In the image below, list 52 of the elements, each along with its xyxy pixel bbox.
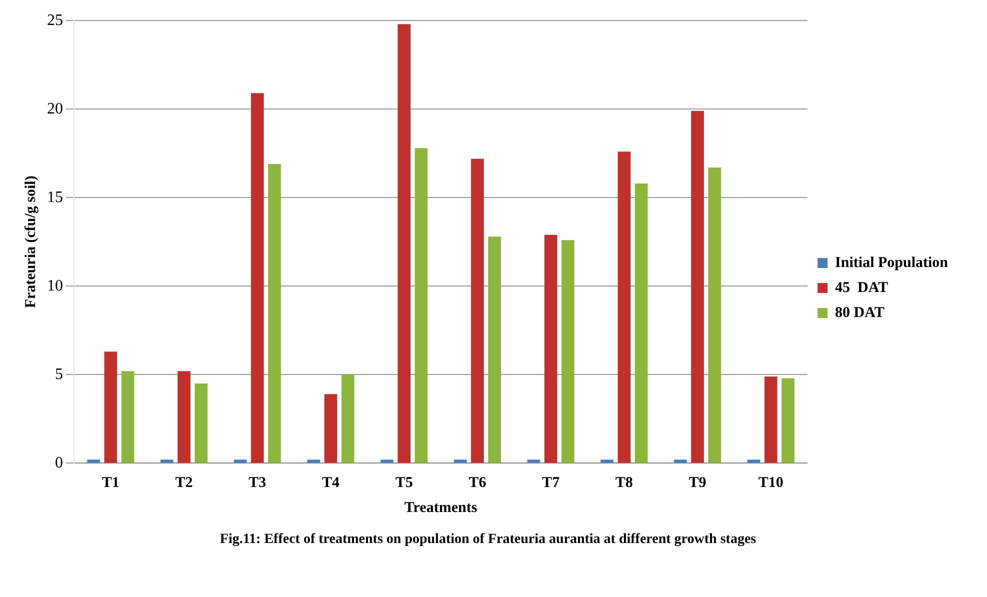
y-tick-label: 0 <box>55 454 63 472</box>
x-tick-label: T4 <box>322 475 340 492</box>
y-tick-label: 25 <box>47 12 63 29</box>
bar <box>600 460 614 463</box>
bar <box>454 460 467 463</box>
bar <box>160 460 174 463</box>
y-tick-label: 15 <box>47 188 63 206</box>
bar <box>250 93 264 463</box>
x-tick-label: T8 <box>615 475 633 492</box>
x-tick-label: T10 <box>758 475 784 492</box>
x-tick-label: T1 <box>102 475 120 492</box>
bar <box>782 378 794 463</box>
bar <box>527 460 540 463</box>
bar <box>691 110 704 463</box>
bar <box>194 384 208 463</box>
bar <box>87 460 100 463</box>
bar <box>634 183 648 463</box>
x-tick-label: T3 <box>248 475 266 492</box>
text: Fig.11: Effect of treatments on population of Frateuria aurantia at different growth stages <box>220 532 757 548</box>
bar <box>747 460 760 463</box>
bar <box>764 376 778 463</box>
legend-label: 80 DAT <box>835 304 884 321</box>
bar <box>307 460 320 463</box>
y-tick-label: 5 <box>55 366 63 383</box>
x-tick-label: T9 <box>688 475 706 492</box>
bar <box>398 24 411 463</box>
bar <box>708 168 722 463</box>
bar <box>324 394 338 463</box>
bar <box>234 460 247 463</box>
x-axis-title: Treatments <box>404 500 478 516</box>
bar <box>380 460 394 463</box>
bar <box>618 152 631 463</box>
y-tick-label: 10 <box>47 277 63 294</box>
bar <box>471 158 484 463</box>
bar <box>104 352 118 463</box>
x-tick-label: T5 <box>395 475 413 492</box>
bar <box>414 148 428 463</box>
bar <box>544 234 558 463</box>
bar <box>121 371 134 463</box>
y-tick-label: 20 <box>47 100 63 118</box>
x-tick-label: T6 <box>468 475 487 492</box>
bar <box>341 374 354 463</box>
bar <box>178 371 190 463</box>
bar <box>674 460 687 463</box>
bar <box>268 164 281 463</box>
y-axis-title: Frateuria (cfu/g soil) <box>22 176 39 308</box>
x-tick-label: T2 <box>175 475 193 492</box>
bar <box>488 236 501 463</box>
legend-label: Initial Population <box>835 254 949 271</box>
bar <box>562 240 574 463</box>
legend-label: 45 DAT <box>835 280 888 296</box>
x-tick-label: T7 <box>542 475 560 492</box>
